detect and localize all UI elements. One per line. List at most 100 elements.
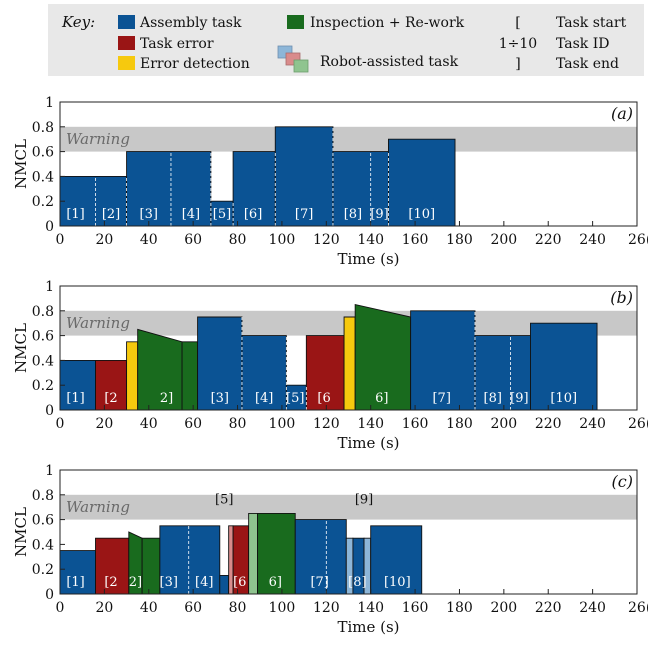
x-tick-label-8: 160 [402, 232, 429, 248]
task-label-9: [8] [484, 391, 502, 406]
task-label-5: [5] [286, 391, 304, 406]
x-tick-label-5: 100 [269, 600, 296, 616]
task-label-2: 2] [160, 391, 173, 406]
x-tick-label-13: 26( [628, 232, 648, 248]
x-tick-label-9: 180 [446, 416, 473, 432]
x-tick-label-12: 240 [579, 600, 606, 616]
x-tick-label-9: 180 [446, 600, 473, 616]
x-tick-label-6: 120 [313, 600, 340, 616]
task-label-6: [7] [295, 207, 313, 222]
x-tick-label-7: 140 [357, 600, 384, 616]
key-meaning-id: Task ID [556, 36, 609, 52]
y-tick-label-1: 0.2 [32, 562, 54, 578]
x-tick-label-5: 100 [269, 416, 296, 432]
x-tick-label-2: 40 [140, 600, 158, 616]
x-tick-label-12: 240 [579, 416, 606, 432]
segment-robot_inspection-8 [248, 512, 258, 595]
x-tick-label-2: 40 [140, 416, 158, 432]
task-label-5: [6 [233, 575, 246, 590]
x-tick-label-6: 120 [313, 416, 340, 432]
key-swatch-error [118, 36, 135, 50]
segment-inspection-4 [181, 341, 199, 411]
y-tick-label-1: 0.2 [32, 194, 54, 210]
segment-detection-2 [126, 341, 139, 411]
key-symbol-id: 1÷10 [499, 36, 537, 52]
key-symbol-start: [ [515, 15, 520, 31]
x-tick-label-5: 100 [269, 232, 296, 248]
x-tick-label-10: 200 [490, 416, 517, 432]
x-tick-label-3: 60 [184, 232, 202, 248]
key-swatch-inspection [287, 15, 304, 29]
task-label-0: [1] [66, 575, 84, 590]
task-label-0: [1] [66, 391, 84, 406]
x-tick-label-0: 0 [56, 416, 65, 432]
task-label-5: [6] [244, 207, 262, 222]
key-legend: Key: Assembly task Task error Error dete… [48, 4, 644, 76]
task-label-7: [8] [344, 207, 362, 222]
x-tick-label-3: 60 [184, 600, 202, 616]
x-tick-label-4: 80 [229, 416, 247, 432]
task-label-above-0: [5] [215, 492, 233, 507]
x-tick-label-6: 120 [313, 232, 340, 248]
task-label-4: [4] [195, 575, 213, 590]
y-tick-label-5: 1 [45, 279, 54, 295]
x-tick-label-12: 240 [579, 232, 606, 248]
task-label-0: [1] [66, 207, 84, 222]
y-tick-label-4: 0.8 [32, 488, 54, 504]
warning-label: Warning [66, 498, 130, 516]
y-axis-label: NMCL [12, 507, 30, 557]
task-label-2: 2] [129, 575, 142, 590]
x-tick-label-11: 220 [535, 416, 562, 432]
y-tick-label-4: 0.8 [32, 120, 54, 136]
task-label-2: [3] [140, 207, 158, 222]
task-label-1: [2 [104, 575, 117, 590]
key-label-error: Task error [140, 36, 214, 52]
task-label-8: [9] [370, 207, 388, 222]
segment-assembly-5 [219, 574, 230, 595]
warning-label: Warning [66, 314, 130, 332]
task-label-4: [5] [213, 207, 231, 222]
x-tick-label-8: 160 [402, 416, 429, 432]
panel-label: (c) [612, 472, 633, 491]
panel-label: (b) [610, 288, 633, 307]
y-tick-label-2: 0.4 [32, 353, 54, 369]
x-tick-label-4: 80 [229, 232, 247, 248]
chart-panels: Warning[1] [2] [3] [4] [5] [6] [7] [8] [9] [10]00… [12, 95, 648, 636]
key-label-assembly: Assembly task [139, 15, 242, 31]
x-tick-label-11: 220 [535, 600, 562, 616]
key-meaning-end: Task end [556, 56, 619, 72]
segment-inspection-3 [141, 537, 161, 595]
y-axis-label: NMCL [12, 139, 30, 189]
plot-frame [59, 101, 638, 227]
panel-label: (a) [611, 104, 633, 123]
x-tick-label-2: 40 [140, 232, 158, 248]
x-axis-label: Time (s) [337, 618, 399, 636]
y-tick-label-0: 0 [45, 403, 54, 419]
task-label-6: [6 [317, 391, 330, 406]
y-tick-label-2: 0.4 [32, 169, 54, 185]
task-label-6: 6] [269, 575, 282, 590]
x-tick-label-10: 200 [490, 600, 517, 616]
task-label-8: [7] [432, 391, 450, 406]
y-tick-label-5: 1 [45, 95, 54, 111]
chart-panel-0: Warning[1] [2] [3] [4] [5] [6] [7] [8] [9] [10]00… [12, 95, 648, 268]
task-label-3: [3] [160, 575, 178, 590]
y-tick-label-3: 0.6 [32, 513, 54, 529]
x-axis-label: Time (s) [337, 250, 399, 268]
task-label-3: [4] [182, 207, 200, 222]
key-label-inspection: Inspection + Re-work [310, 15, 465, 31]
y-tick-label-3: 0.6 [32, 145, 54, 161]
segment-detection-9 [343, 316, 356, 411]
key-swatch-detection [118, 56, 135, 70]
key-background [48, 4, 644, 76]
y-tick-label-3: 0.6 [32, 329, 54, 345]
task-label-1: [2] [102, 207, 120, 222]
y-tick-label-4: 0.8 [32, 304, 54, 320]
x-tick-label-4: 80 [229, 600, 247, 616]
y-axis-label: NMCL [12, 323, 30, 373]
plot-frame [59, 469, 638, 595]
x-tick-label-7: 140 [357, 232, 384, 248]
task-label-4: [4] [255, 391, 273, 406]
key-label-detection: Error detection [140, 56, 250, 72]
